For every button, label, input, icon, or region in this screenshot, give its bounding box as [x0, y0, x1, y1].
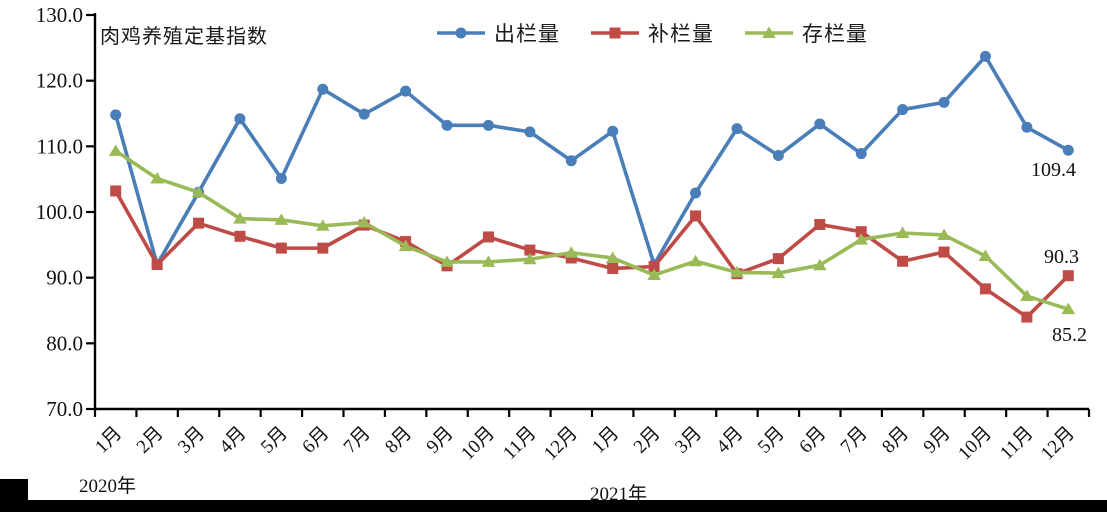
x-axis-month-label: 5月 [754, 423, 789, 458]
y-axis-tick-label: 70.0 [46, 397, 83, 421]
y-axis-tick-label: 120.0 [36, 69, 83, 93]
x-axis-month-label: 2月 [133, 423, 168, 458]
x-axis-month-label: 12月 [540, 423, 582, 465]
x-axis-month-label: 6月 [298, 423, 333, 458]
x-axis-month-label: 3月 [671, 423, 706, 458]
legend-item-存栏量: 存栏量 [744, 18, 868, 48]
x-axis-month-label: 3月 [174, 423, 209, 458]
x-axis-month-label: 11月 [499, 423, 540, 464]
x-axis-month-label: 2月 [630, 423, 665, 458]
end-value-label-chulan: 109.4 [1031, 159, 1076, 181]
x-axis-month-label: 6月 [795, 423, 830, 458]
x-axis-month-label: 12月 [1037, 423, 1079, 465]
circle-marker-icon [437, 27, 485, 39]
legend-label: 存栏量 [802, 22, 868, 46]
x-axis-month-label: 8月 [878, 423, 913, 458]
triangle-marker-icon [745, 26, 793, 38]
x-axis-month-label: 4月 [712, 423, 747, 458]
x-axis-month-label: 7月 [340, 423, 375, 458]
legend-item-出栏量: 出栏量 [436, 18, 560, 48]
x-axis-month-label: 10月 [954, 423, 996, 465]
series-存栏量 [108, 144, 1076, 315]
x-axis-month-label: 11月 [996, 423, 1037, 464]
end-value-label-bulan: 90.3 [1044, 246, 1079, 268]
end-value-label-cunlan: 85.2 [1052, 324, 1087, 346]
year-label-2020: 2020年 [79, 476, 137, 497]
legend-label: 出栏量 [494, 22, 560, 46]
square-marker-icon [591, 27, 639, 39]
legend: 出栏量 补栏量 存栏量 [436, 18, 868, 48]
x-axis-month-label: 10月 [457, 423, 499, 465]
bottom-black-bar [0, 500, 1107, 512]
legend-label: 补栏量 [648, 22, 714, 46]
y-axis-tick-label: 90.0 [46, 266, 83, 290]
y-axis-tick-label: 80.0 [46, 331, 83, 355]
year-label-2021: 2021年 [590, 484, 648, 505]
y-axis-tick-label: 100.0 [36, 200, 83, 224]
x-axis-month-label: 1月 [91, 423, 126, 458]
chart-title: 肉鸡养殖定基指数 [100, 26, 268, 48]
series-出栏量 [110, 50, 1074, 271]
x-axis-month-label: 7月 [837, 423, 872, 458]
x-axis-month-label: 1月 [588, 423, 623, 458]
x-axis-month-label: 5月 [257, 423, 292, 458]
y-axis-tick-label: 130.0 [36, 3, 83, 27]
y-axis-tick-label: 110.0 [37, 134, 83, 158]
legend-item-补栏量: 补栏量 [590, 18, 714, 48]
series-补栏量 [110, 185, 1074, 323]
x-axis-month-label: 4月 [215, 423, 250, 458]
x-axis-month-label: 8月 [381, 423, 416, 458]
x-axis-month-label: 9月 [920, 423, 955, 458]
x-axis-month-label: 9月 [423, 423, 458, 458]
